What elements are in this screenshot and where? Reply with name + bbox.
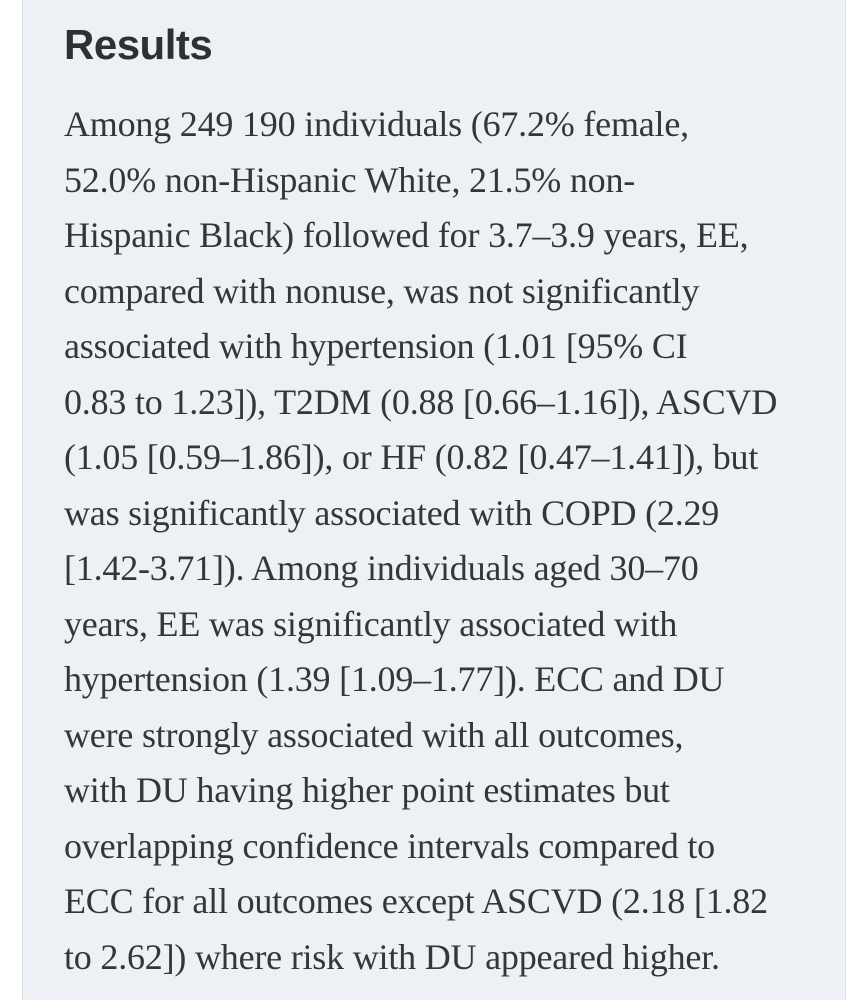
abstract-results-section: Results Among 249 190 individuals (67.2%… (22, 0, 846, 1000)
results-paragraph: Among 249 190 individuals (67.2% female,… (64, 104, 778, 977)
results-heading: Results (64, 21, 213, 68)
